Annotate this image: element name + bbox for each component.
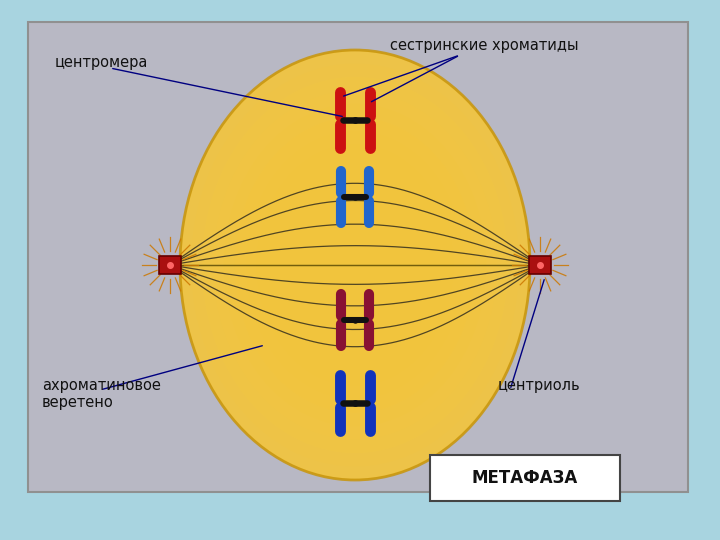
Ellipse shape	[256, 144, 454, 386]
Text: МЕТАФАЗА: МЕТАФАЗА	[472, 469, 578, 487]
Ellipse shape	[180, 50, 530, 480]
Ellipse shape	[235, 117, 475, 413]
Bar	[529, 256, 551, 274]
Ellipse shape	[191, 63, 519, 467]
Ellipse shape	[213, 90, 498, 440]
Ellipse shape	[224, 104, 486, 426]
Bar	[430, 455, 620, 501]
Bar	[159, 256, 181, 274]
Text: центриоль: центриоль	[498, 378, 580, 393]
Text: ахроматиновое
веретено: ахроматиновое веретено	[42, 378, 161, 410]
Ellipse shape	[246, 131, 464, 400]
Ellipse shape	[202, 77, 508, 453]
Ellipse shape	[180, 50, 530, 480]
Text: центромера: центромера	[55, 55, 148, 70]
Bar	[28, 22, 688, 492]
Text: сестринские хроматиды: сестринские хроматиды	[390, 38, 578, 53]
